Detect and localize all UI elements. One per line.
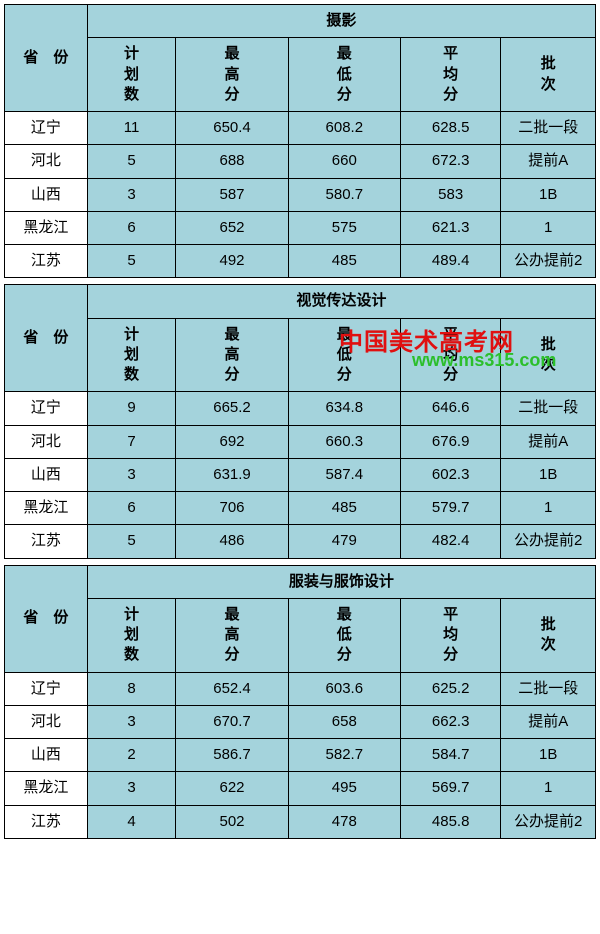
table-row: 辽宁8652.4603.6625.2二批一段 — [5, 672, 596, 705]
col-min: 最低分 — [288, 598, 400, 672]
prov-cell: 黑龙江 — [5, 772, 88, 805]
col-avg: 平均分 — [400, 38, 500, 112]
score-table-1: 省 份 视觉传达设计 计划数 最高分 最低分 平均分 批次 辽宁9665.263… — [4, 284, 596, 558]
prov-cell: 河北 — [5, 705, 88, 738]
table-row: 河北3670.7658662.3提前A — [5, 705, 596, 738]
table-row: 黑龙江3622495569.71 — [5, 772, 596, 805]
col-province: 省 份 — [5, 285, 88, 392]
prov-cell: 辽宁 — [5, 112, 88, 145]
col-min: 最低分 — [288, 318, 400, 392]
prov-cell: 江苏 — [5, 525, 88, 558]
prov-cell: 辽宁 — [5, 392, 88, 425]
col-batch: 批次 — [501, 318, 596, 392]
page-wrap: 中国美术高考网 www.ms315.com 省 份 摄影 计划数 最高分 最低分… — [4, 4, 596, 839]
table-row: 黑龙江6652575621.31 — [5, 211, 596, 244]
table-row: 山西2586.7582.7584.71B — [5, 739, 596, 772]
prov-cell: 山西 — [5, 458, 88, 491]
table-row: 辽宁11650.4608.2628.5二批一段 — [5, 112, 596, 145]
table-title-1: 视觉传达设计 — [87, 285, 595, 318]
table-row: 山西3587580.75831B — [5, 178, 596, 211]
score-table-2: 省 份 服装与服饰设计 计划数 最高分 最低分 平均分 批次 辽宁8652.46… — [4, 565, 596, 839]
table-row: 江苏4502478485.8公办提前2 — [5, 805, 596, 838]
col-avg: 平均分 — [400, 318, 500, 392]
table-row: 黑龙江6706485579.71 — [5, 492, 596, 525]
col-avg: 平均分 — [400, 598, 500, 672]
prov-cell: 江苏 — [5, 245, 88, 278]
table-row: 江苏5486479482.4公办提前2 — [5, 525, 596, 558]
table-title-2: 服装与服饰设计 — [87, 565, 595, 598]
prov-cell: 黑龙江 — [5, 211, 88, 244]
table-row: 河北5688660672.3提前A — [5, 145, 596, 178]
prov-cell: 江苏 — [5, 805, 88, 838]
col-max: 最高分 — [176, 598, 288, 672]
col-min: 最低分 — [288, 38, 400, 112]
col-plan: 计划数 — [87, 598, 176, 672]
score-table-0: 省 份 摄影 计划数 最高分 最低分 平均分 批次 辽宁11650.4608.2… — [4, 4, 596, 278]
col-province: 省 份 — [5, 565, 88, 672]
prov-cell: 辽宁 — [5, 672, 88, 705]
col-batch: 批次 — [501, 38, 596, 112]
prov-cell: 山西 — [5, 739, 88, 772]
col-province: 省 份 — [5, 5, 88, 112]
prov-cell: 山西 — [5, 178, 88, 211]
col-batch: 批次 — [501, 598, 596, 672]
table-row: 山西3631.9587.4602.31B — [5, 458, 596, 491]
prov-cell: 河北 — [5, 145, 88, 178]
table-row: 江苏5492485489.4公办提前2 — [5, 245, 596, 278]
table-title-0: 摄影 — [87, 5, 595, 38]
col-plan: 计划数 — [87, 318, 176, 392]
table-row: 辽宁9665.2634.8646.6二批一段 — [5, 392, 596, 425]
col-max: 最高分 — [176, 318, 288, 392]
col-max: 最高分 — [176, 38, 288, 112]
prov-cell: 河北 — [5, 425, 88, 458]
col-plan: 计划数 — [87, 38, 176, 112]
table-row: 河北7692660.3676.9提前A — [5, 425, 596, 458]
prov-cell: 黑龙江 — [5, 492, 88, 525]
